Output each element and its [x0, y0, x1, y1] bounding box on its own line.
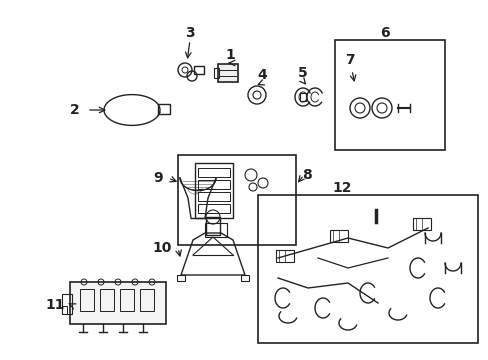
Bar [412, 218, 430, 230]
Text: 4: 4 [257, 68, 266, 82]
Text: 12: 12 [331, 181, 351, 195]
Bar [334, 40, 444, 150]
Bar [62, 306, 67, 314]
Bar [100, 289, 114, 311]
Bar [198, 180, 229, 189]
Text: 2: 2 [70, 103, 80, 117]
Text: 1: 1 [224, 48, 234, 62]
Text: 8: 8 [302, 168, 311, 182]
Bar [214, 68, 219, 78]
Bar [177, 275, 184, 281]
Bar [218, 64, 238, 82]
Bar [62, 294, 72, 314]
Text: 11: 11 [45, 298, 64, 312]
Bar [198, 192, 229, 201]
Bar [120, 289, 134, 311]
Bar [178, 155, 295, 245]
Bar [241, 275, 248, 281]
Bar [198, 168, 229, 177]
Bar [195, 163, 232, 218]
Bar [194, 66, 203, 74]
Text: 10: 10 [152, 241, 171, 255]
Text: 6: 6 [379, 26, 389, 40]
Bar [329, 230, 347, 242]
Bar [70, 282, 165, 324]
Bar [205, 217, 220, 235]
Bar [258, 195, 477, 343]
Bar [198, 204, 229, 213]
Text: 5: 5 [298, 66, 307, 80]
Bar [158, 104, 170, 114]
Bar [204, 223, 226, 237]
Text: 7: 7 [345, 53, 354, 67]
Bar [140, 289, 154, 311]
Bar [299, 93, 305, 101]
Bar [275, 250, 293, 262]
Text: 3: 3 [185, 26, 194, 40]
Text: 9: 9 [153, 171, 163, 185]
Bar [80, 289, 94, 311]
